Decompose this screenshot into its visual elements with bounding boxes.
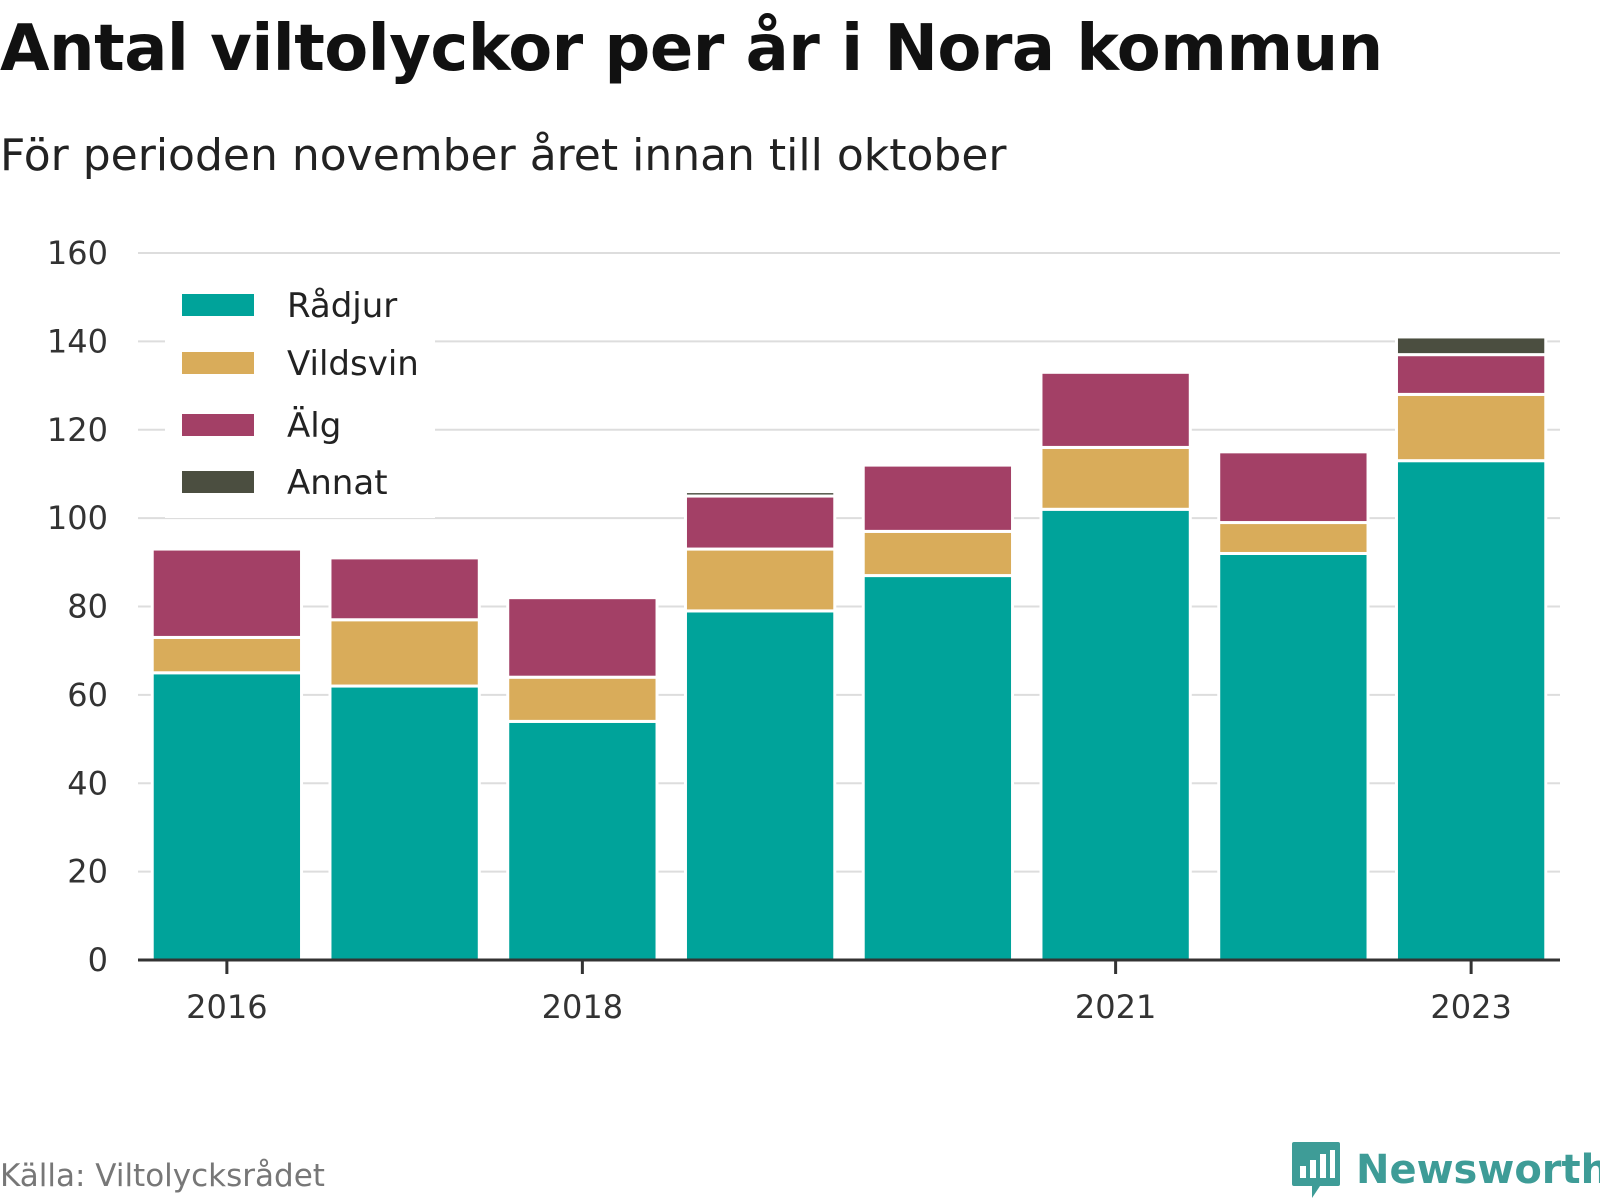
bar-segment <box>1394 392 1548 463</box>
y-tick-label: 60 <box>67 676 108 714</box>
bar-segment <box>1217 551 1370 962</box>
x-tick-label: 2021 <box>1075 988 1156 1026</box>
legend-label: Älg <box>287 406 341 446</box>
y-tick-label: 100 <box>47 499 108 537</box>
y-tick-label: 0 <box>88 941 108 979</box>
bar-chart-speech-bubble-icon <box>1292 1142 1340 1198</box>
bar-segment <box>506 596 659 679</box>
bar-segment <box>1394 353 1548 396</box>
legend-label: Annat <box>287 463 388 503</box>
y-tick-label: 20 <box>67 853 108 891</box>
bar-segment <box>150 635 304 675</box>
legend-swatch <box>182 294 254 316</box>
bar-segment <box>1039 507 1192 962</box>
bar-segment <box>683 547 837 613</box>
bar-segment <box>1217 521 1370 555</box>
bar-segment <box>328 618 481 688</box>
legend-label: Vildsvin <box>287 344 419 384</box>
bar-segment <box>506 675 659 723</box>
legend-swatch <box>182 352 254 374</box>
bars <box>150 335 1548 962</box>
bar-segment <box>1217 450 1370 525</box>
legend-swatch <box>182 471 254 493</box>
y-tick-label: 160 <box>47 234 108 272</box>
bar-segment <box>1039 370 1192 449</box>
bar-segment <box>506 719 659 962</box>
bar-segment <box>861 463 1015 533</box>
x-tick-label: 2018 <box>542 988 623 1026</box>
bar-segment <box>861 529 1015 578</box>
axes: 0 20 40 60 80 100 120 140 160 2016 2018 2021 2023 <box>47 234 1560 1026</box>
bar-segment <box>1039 445 1192 511</box>
brand-logo: Newsworthy <box>1290 1140 1600 1200</box>
legend-swatch <box>182 414 254 436</box>
bar-segment <box>328 556 481 622</box>
chart-subtitle: För perioden november året innan till ok… <box>0 130 1007 181</box>
bar-segment <box>683 609 837 962</box>
y-tick-label: 120 <box>47 411 108 449</box>
bar-segment <box>150 671 304 962</box>
legend-label: Rådjur <box>287 286 397 326</box>
source-note: Källa: Viltolycksrådet <box>0 1158 325 1194</box>
bar-segment <box>328 684 481 962</box>
brand-name: Newsworthy <box>1356 1147 1600 1193</box>
bar-segment <box>683 494 837 551</box>
y-tick-label: 140 <box>47 322 108 360</box>
legend: Rådjur Vildsvin Älg Annat <box>165 270 435 518</box>
bar-segment <box>1394 459 1548 962</box>
chart-title: Antal viltolyckor per år i Nora kommun <box>0 12 1383 86</box>
x-tick-label: 2016 <box>186 988 267 1026</box>
x-tick-label: 2023 <box>1430 988 1511 1026</box>
stacked-bar-chart: 0 20 40 60 80 100 120 140 160 2016 2018 2021 2023 Rå… <box>47 234 1560 1026</box>
bar-segment <box>861 574 1015 962</box>
bar-segment <box>150 547 304 639</box>
bar-segment <box>1394 335 1548 357</box>
bar-segment <box>683 490 837 498</box>
y-tick-label: 80 <box>67 588 108 626</box>
y-tick-label: 40 <box>67 764 108 802</box>
